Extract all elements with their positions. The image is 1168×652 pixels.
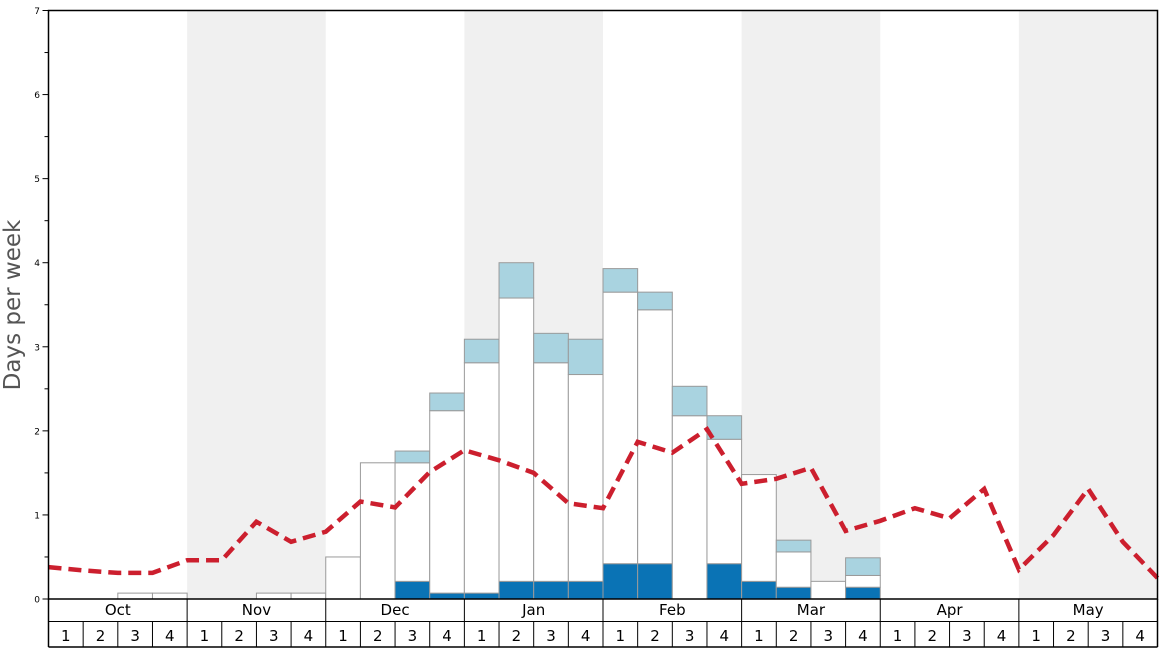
week-label: 2 — [234, 627, 244, 645]
week-label: 2 — [96, 627, 106, 645]
bar-light-13 — [463, 338, 500, 364]
bar-light-19 — [671, 385, 708, 417]
y-axis-label: Days per week — [0, 219, 26, 390]
bar-light-12 — [429, 392, 465, 412]
bar-base-11 — [394, 462, 431, 582]
bar-light-17 — [602, 268, 639, 293]
bar-base-18 — [637, 309, 673, 565]
bar-dark-12 — [429, 592, 465, 600]
week-label: 2 — [927, 627, 937, 645]
bar-light-11 — [394, 450, 431, 464]
week-label: 1 — [61, 627, 71, 645]
week-label: 1 — [477, 627, 487, 645]
bar-light-15 — [533, 332, 569, 364]
average-line-path — [48, 426, 1160, 580]
week-label: 3 — [685, 627, 695, 645]
bar-dark-18 — [637, 563, 673, 600]
bar-base-13 — [463, 362, 500, 594]
axes: 0 1 2 3 4 5 6 7 Oct Nov Dec Jan Feb Mar Apr May 1 2 3 4 1 2 3 4… — [34, 7, 1159, 648]
bars — [117, 262, 881, 600]
bar-dark-14 — [498, 580, 535, 600]
bar-dark-13 — [463, 592, 500, 600]
week-label: 4 — [581, 627, 591, 645]
week-label: 2 — [1066, 627, 1076, 645]
y-tick-label: 4 — [34, 259, 40, 269]
bar-base-14 — [498, 297, 535, 582]
month-label-dec: Dec — [381, 601, 410, 619]
week-label: 4 — [165, 627, 175, 645]
y-tick-label: 7 — [34, 7, 40, 17]
bar-base-16 — [567, 374, 604, 582]
week-label: 4 — [1135, 627, 1145, 645]
month-label-nov: Nov — [242, 601, 271, 619]
week-label: 4 — [997, 627, 1007, 645]
bar-dark-24 — [845, 586, 881, 600]
week-label: 4 — [442, 627, 452, 645]
bar-base-3 — [117, 592, 153, 600]
month-label-feb: Feb — [659, 601, 686, 619]
month-label-apr: Apr — [937, 601, 964, 619]
bar-dark-20 — [706, 563, 743, 600]
week-label: 2 — [789, 627, 799, 645]
bar-dark-15 — [533, 580, 569, 600]
bar-base-7 — [255, 592, 292, 600]
week-label: 1 — [338, 627, 348, 645]
week-label: 3 — [1101, 627, 1111, 645]
bar-light-14 — [498, 262, 535, 299]
y-tick-label: 1 — [34, 511, 40, 521]
week-label: 3 — [823, 627, 833, 645]
bar-base-21 — [741, 474, 777, 582]
month-label-may: May — [1073, 601, 1104, 619]
bar-base-22 — [775, 551, 812, 588]
week-label: 2 — [650, 627, 660, 645]
week-label: 3 — [546, 627, 556, 645]
bar-base-4 — [151, 592, 188, 600]
bar-base-9 — [325, 556, 361, 600]
week-label: 3 — [269, 627, 279, 645]
week-label: 4 — [858, 627, 868, 645]
month-label-oct: Oct — [105, 601, 131, 619]
bar-light-18 — [637, 291, 673, 311]
week-label: 3 — [962, 627, 972, 645]
bar-dark-17 — [602, 563, 639, 600]
bar-dark-11 — [394, 580, 431, 600]
bar-dark-16 — [567, 580, 604, 600]
bar-light-16 — [567, 338, 604, 376]
week-label: 2 — [512, 627, 522, 645]
bar-base-17 — [602, 291, 639, 565]
month-shade-nov — [187, 10, 326, 599]
bar-base-8 — [290, 592, 327, 600]
bar-base-12 — [429, 410, 465, 594]
y-tick-label: 6 — [34, 91, 40, 101]
average-line — [48, 426, 1160, 580]
week-label: 4 — [720, 627, 730, 645]
bar-base-10 — [359, 462, 396, 600]
week-label: 1 — [200, 627, 210, 645]
week-label: 1 — [616, 627, 626, 645]
bar-light-22 — [775, 539, 812, 553]
y-tick-label: 3 — [34, 343, 40, 353]
week-label: 4 — [304, 627, 314, 645]
y-tick-label: 2 — [34, 427, 40, 437]
week-label: 2 — [373, 627, 383, 645]
bar-base-20 — [706, 438, 743, 565]
bar-base-23 — [810, 580, 847, 600]
bar-light-24 — [845, 557, 881, 576]
bar-dark-22 — [775, 586, 812, 600]
week-label: 3 — [130, 627, 140, 645]
week-label: 1 — [1031, 627, 1041, 645]
y-tick-label: 0 — [34, 596, 40, 606]
month-shade-may — [1018, 10, 1158, 599]
week-label: 1 — [893, 627, 903, 645]
month-label-jan: Jan — [521, 601, 545, 619]
week-label: 1 — [754, 627, 764, 645]
y-tick-label: 5 — [34, 175, 40, 185]
week-label: 3 — [408, 627, 418, 645]
bar-base-15 — [533, 362, 569, 582]
bar-dark-21 — [741, 580, 777, 600]
bar-base-24 — [845, 574, 881, 588]
month-label-mar: Mar — [797, 601, 826, 619]
